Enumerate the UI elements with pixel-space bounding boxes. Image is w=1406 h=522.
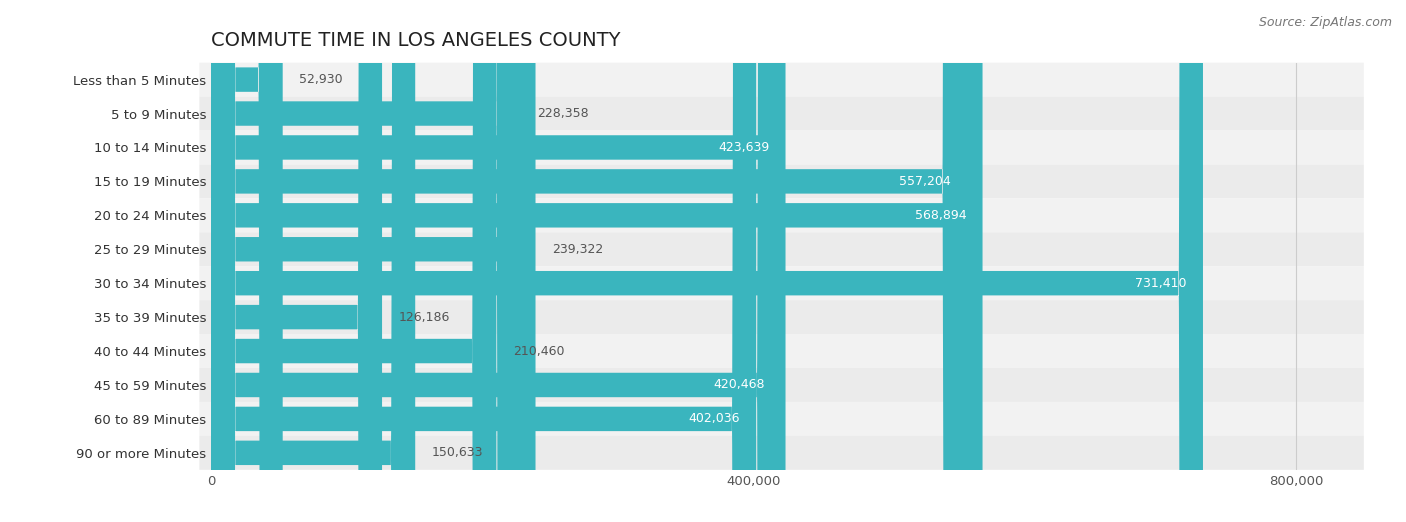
FancyBboxPatch shape (200, 63, 1364, 97)
FancyBboxPatch shape (211, 0, 967, 522)
FancyBboxPatch shape (200, 436, 1364, 470)
Text: 126,186: 126,186 (398, 311, 450, 324)
FancyBboxPatch shape (211, 0, 283, 522)
FancyBboxPatch shape (200, 368, 1364, 402)
FancyBboxPatch shape (200, 198, 1364, 232)
FancyBboxPatch shape (211, 0, 782, 522)
FancyBboxPatch shape (211, 0, 415, 522)
Text: 228,358: 228,358 (537, 107, 589, 120)
Text: 420,468: 420,468 (713, 378, 765, 392)
FancyBboxPatch shape (200, 130, 1364, 164)
FancyBboxPatch shape (200, 97, 1364, 130)
FancyBboxPatch shape (211, 0, 1204, 522)
Text: 150,633: 150,633 (432, 446, 484, 459)
FancyBboxPatch shape (200, 334, 1364, 368)
FancyBboxPatch shape (200, 266, 1364, 300)
Text: Source: ZipAtlas.com: Source: ZipAtlas.com (1258, 16, 1392, 29)
Text: 731,410: 731,410 (1135, 277, 1187, 290)
Text: 402,036: 402,036 (689, 412, 740, 425)
Text: 239,322: 239,322 (551, 243, 603, 256)
Text: 568,894: 568,894 (915, 209, 966, 222)
FancyBboxPatch shape (211, 0, 536, 522)
FancyBboxPatch shape (200, 232, 1364, 266)
FancyBboxPatch shape (211, 0, 983, 522)
Text: 557,204: 557,204 (898, 175, 950, 188)
FancyBboxPatch shape (211, 0, 756, 522)
Text: 210,460: 210,460 (513, 345, 564, 358)
FancyBboxPatch shape (200, 300, 1364, 334)
FancyBboxPatch shape (211, 0, 496, 522)
Text: 52,930: 52,930 (299, 73, 343, 86)
FancyBboxPatch shape (211, 0, 382, 522)
FancyBboxPatch shape (211, 0, 520, 522)
FancyBboxPatch shape (200, 164, 1364, 198)
Text: 423,639: 423,639 (718, 141, 769, 154)
FancyBboxPatch shape (200, 402, 1364, 436)
Text: COMMUTE TIME IN LOS ANGELES COUNTY: COMMUTE TIME IN LOS ANGELES COUNTY (211, 31, 620, 50)
FancyBboxPatch shape (211, 0, 786, 522)
